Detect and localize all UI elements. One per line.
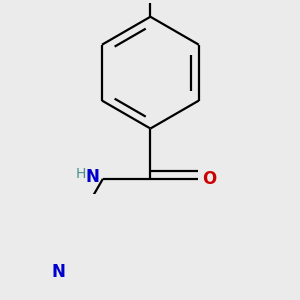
Text: N: N (85, 168, 99, 186)
Text: H: H (76, 167, 86, 182)
Text: N: N (52, 263, 66, 281)
Text: O: O (202, 170, 217, 188)
